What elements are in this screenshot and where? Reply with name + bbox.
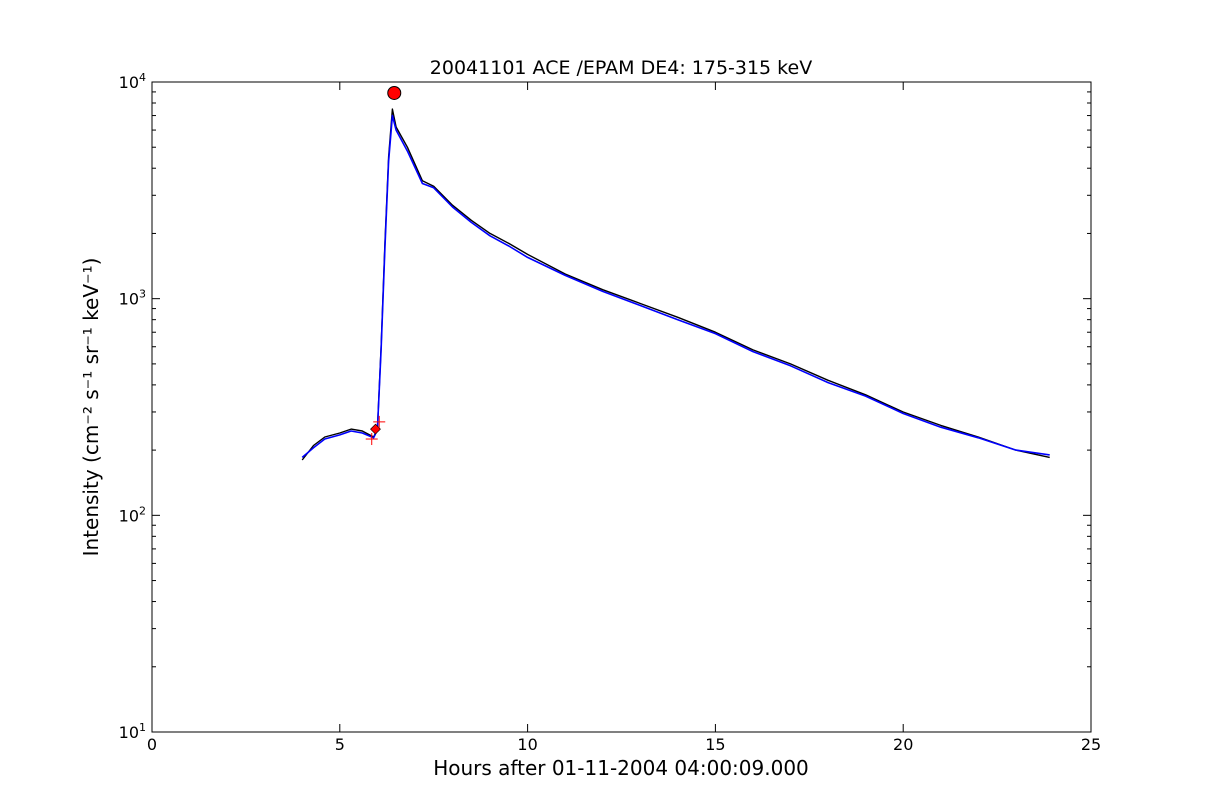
x-tick-label: 5: [335, 735, 345, 754]
y-tick-label: 103: [119, 288, 146, 309]
x-tick-label: 0: [147, 735, 157, 754]
series-line-1: [301, 114, 1050, 459]
y-tick-label: 102: [119, 504, 146, 525]
x-tick-label: 10: [517, 735, 537, 754]
x-axis-label: Hours after 01-11-2004 04:00:09.000: [433, 756, 809, 780]
chart-title: 20041101 ACE /EPAM DE4: 175-315 keV: [430, 57, 812, 79]
plus-marker-2: [373, 415, 386, 428]
x-tick-label: 15: [705, 735, 725, 754]
tick-layer: 0 5 10 15 20 25 101 102 103 104: [119, 71, 1102, 754]
y-axis-label: Intensity (cm⁻² s⁻¹ sr⁻¹ keV⁻¹): [79, 258, 103, 557]
marker-layer: [365, 85, 402, 446]
x-tick-label: 20: [893, 735, 913, 754]
x-tick-label: 25: [1081, 735, 1101, 754]
y-tick-label: 104: [119, 71, 146, 92]
plus-marker-3: [365, 433, 378, 446]
peak-marker: [387, 85, 402, 100]
axes-frame: [151, 81, 1092, 733]
series-layer: [301, 108, 1050, 461]
series-line-0: [301, 108, 1050, 461]
y-tick-label: 101: [119, 721, 146, 742]
